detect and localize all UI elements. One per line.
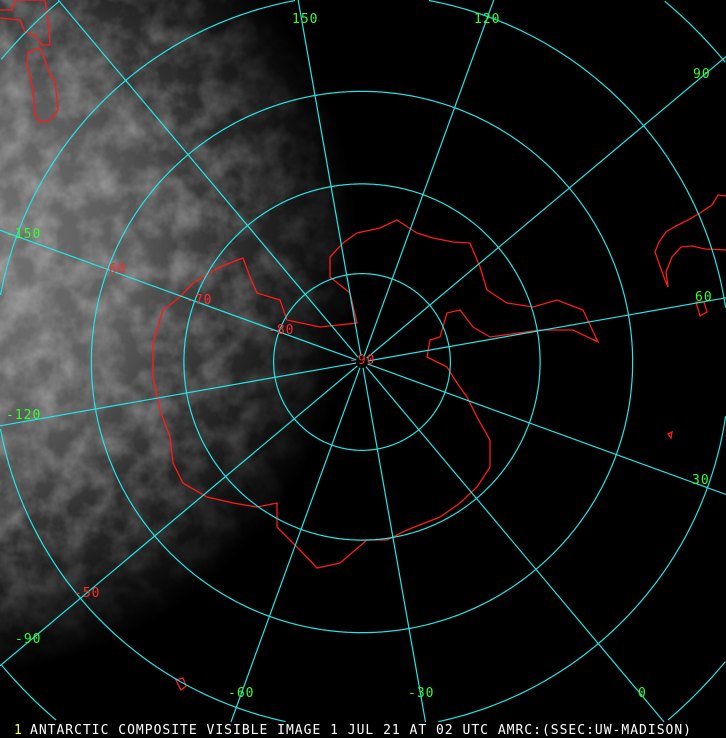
longitude-label: -60 bbox=[228, 686, 255, 701]
island-coastline bbox=[175, 677, 187, 692]
new-zealand-south-coastline bbox=[26, 47, 59, 123]
longitude-label: 60 bbox=[695, 290, 713, 305]
longitude-label: -120 bbox=[6, 408, 42, 423]
latitude-circle bbox=[183, 183, 541, 541]
meridian-line bbox=[297, 0, 362, 357]
longitude-label: 90 bbox=[693, 67, 711, 82]
latitude-label: -80 bbox=[268, 323, 295, 338]
new-zealand-north-coastline bbox=[0, 0, 51, 46]
meridian-line bbox=[367, 363, 726, 496]
image-caption: ANTARCTIC COMPOSITE VISIBLE IMAGE 1 JUL … bbox=[30, 723, 692, 738]
longitude-label: -150 bbox=[6, 227, 42, 242]
south-america-tip-coastline bbox=[654, 194, 726, 288]
latitude-circle bbox=[0, 0, 726, 721]
meridian-line bbox=[0, 229, 357, 361]
meridian-line bbox=[363, 0, 495, 357]
meridian-line bbox=[366, 56, 726, 359]
meridian-line bbox=[367, 297, 726, 362]
image-caption-bar: 1 ANTARCTIC COMPOSITE VISIBLE IMAGE 1 JU… bbox=[0, 723, 726, 738]
meridian-line bbox=[365, 366, 665, 723]
frame-number: 1 bbox=[14, 723, 22, 738]
longitude-label: 0 bbox=[638, 686, 647, 701]
longitude-label: 120 bbox=[474, 12, 501, 27]
latitude-circle bbox=[90, 90, 634, 634]
meridian-line bbox=[230, 367, 361, 723]
meridian-line bbox=[362, 367, 427, 723]
meridian-line bbox=[0, 365, 358, 667]
latitude-circle bbox=[0, 0, 726, 723]
island-coastline bbox=[667, 430, 673, 440]
latitude-label: -70 bbox=[186, 293, 213, 308]
longitude-label: -30 bbox=[408, 686, 435, 701]
latitude-label: -50 bbox=[74, 586, 101, 601]
meridian-line bbox=[0, 362, 357, 427]
longitude-label: 150 bbox=[292, 12, 319, 27]
latitude-circle bbox=[273, 273, 451, 451]
longitude-label: -90 bbox=[15, 632, 42, 647]
latitude-label: -60 bbox=[100, 262, 127, 277]
latitude-label: -90 bbox=[349, 353, 376, 368]
meridian-line bbox=[57, 0, 359, 358]
longitude-label: 30 bbox=[692, 473, 710, 488]
